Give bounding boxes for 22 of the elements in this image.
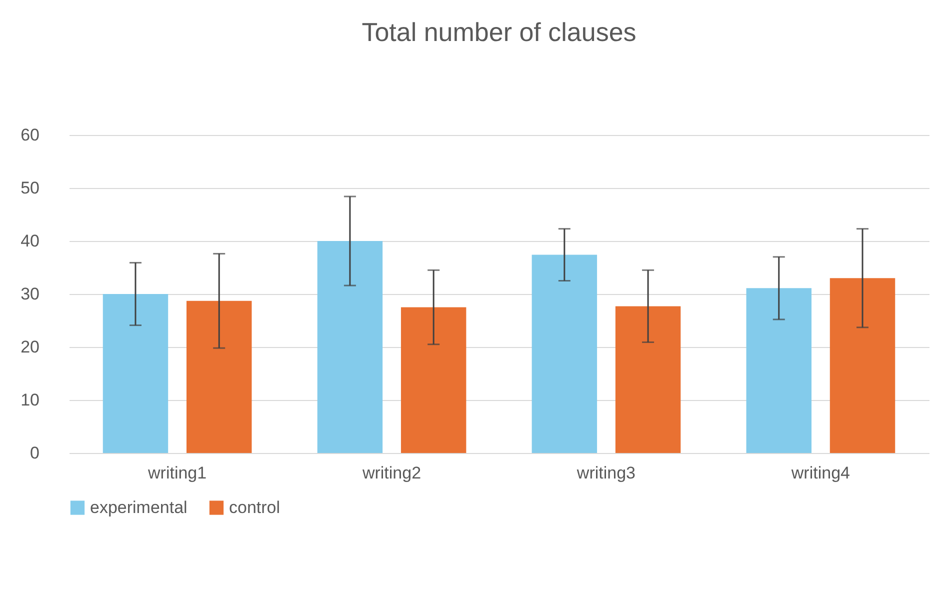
- y-tick-label: 10: [20, 390, 40, 410]
- bar: [532, 254, 598, 453]
- bar: [102, 294, 168, 453]
- bar: [746, 288, 812, 453]
- x-tick-label: writing1: [147, 464, 207, 482]
- chart-title: Total number of clauses: [362, 17, 636, 47]
- bar: [615, 306, 681, 453]
- bar: [830, 278, 896, 453]
- y-tick-label: 60: [20, 126, 40, 144]
- y-tick-label: 50: [20, 178, 40, 198]
- y-tick-label: 30: [20, 284, 40, 304]
- bar: [186, 300, 252, 453]
- bar: [317, 241, 383, 453]
- y-tick-label: 40: [20, 232, 40, 250]
- y-tick-label: 0: [30, 444, 40, 462]
- x-tick-label: writing3: [576, 464, 636, 482]
- y-tick-label: 20: [20, 338, 40, 356]
- legend-label: experimental: [90, 498, 188, 517]
- legend-label: control: [229, 498, 280, 517]
- bar: [400, 307, 466, 453]
- x-tick-label: writing4: [790, 464, 850, 482]
- x-tick-label: writing2: [361, 464, 422, 482]
